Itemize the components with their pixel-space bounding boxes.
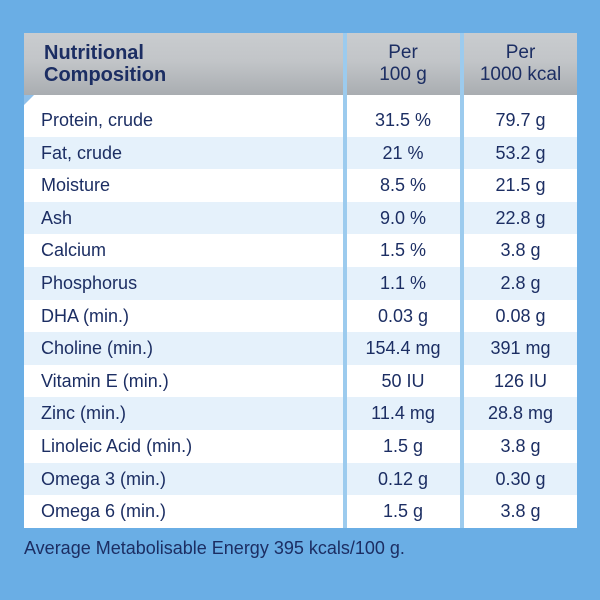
nutrient-name: Omega 6 (min.) [41,501,167,522]
header-col1-line1: Per [388,42,418,63]
header-col2-line2: 1000 kcal [479,64,562,85]
value-per-1000kcal: 3.8 g [500,501,541,522]
header-col2-line1: Per [505,42,536,63]
value-per-100g: 1.5 g [382,501,424,522]
nutrient-name: Phosphorus [41,272,138,293]
value-per-100g: 31.5 % [374,110,432,130]
table-row: Choline (min.) 154.4 mg 391 mg [24,332,577,365]
table-row: Phosphorus 1.1 % 2.8 g [24,266,577,300]
table-row: Ash 9.0 % 22.8 g [24,201,577,235]
nutrient-name: DHA (min.) [41,305,130,326]
value-per-1000kcal: 28.8 mg [487,403,554,424]
table-row: Zinc (min.) 11.4 mg 28.8 mg [24,397,577,430]
nutrient-name: Moisture [41,175,111,196]
value-per-100g: 0.12 g [377,468,429,489]
table-row: Protein, crude 31.5 % 79.7 g [24,104,577,137]
value-per-1000kcal: 0.30 g [495,468,546,489]
value-per-1000kcal: 0.08 g [495,305,546,326]
header-col1-line2: 100 g [379,64,427,85]
nutrient-name: Vitamin E (min.) [41,370,169,391]
value-per-100g: 8.5 % [379,175,427,196]
table-row: Linoleic Acid (min.) 1.5 g 3.8 g [24,430,577,463]
nutrient-name: Fat, crude [41,142,123,163]
value-per-1000kcal: 21.5 g [495,175,546,196]
nutrient-name: Omega 3 (min.) [41,468,167,489]
value-per-1000kcal: 79.7 g [495,110,546,130]
column-divider-2 [460,33,464,528]
nutrient-name: Calcium [41,240,107,261]
value-per-1000kcal: 2.8 g [500,272,541,293]
nutrient-name: Ash [41,207,73,228]
value-per-1000kcal: 22.8 g [495,207,546,228]
corner-notch [24,95,34,105]
table-header: Nutritional Composition Per 100 g Per 10… [24,33,577,95]
nutrient-name: Zinc (min.) [41,403,126,424]
table-row: Moisture 8.5 % 21.5 g [24,169,577,202]
table-row: Fat, crude 21 % 53.2 g [24,136,577,170]
table-body: Protein, crude 31.5 % 79.7 g Fat, crude 21 %… [24,104,577,528]
value-per-100g: 50 IU [381,370,425,391]
header-per-100g: Per 100 g [347,33,459,95]
value-per-100g: 1.5 % [379,240,427,261]
nutrition-table: Nutritional Composition Per 100 g Per 10… [24,33,577,528]
table-row: Omega 6 (min.) 1.5 g 3.8 g [24,495,577,528]
value-per-100g: 1.5 g [382,435,424,456]
header-name-line1: Nutritional [44,42,144,64]
value-per-100g: 9.0 % [379,207,427,228]
nutrient-name: Choline (min.) [41,338,154,359]
header-name-line2: Composition [44,64,167,86]
table-row: Omega 3 (min.) 0.12 g 0.30 g [24,462,577,496]
value-per-1000kcal: 126 IU [493,370,548,391]
header-nutritional-composition: Nutritional Composition [44,33,344,95]
nutrient-name: Protein, crude [41,110,154,130]
value-per-1000kcal: 3.8 g [500,435,541,456]
value-per-1000kcal: 3.8 g [500,240,541,261]
header-per-1000kcal: Per 1000 kcal [464,33,577,95]
value-per-100g: 0.03 g [377,305,429,326]
nutrient-name: Linoleic Acid (min.) [41,435,193,456]
energy-footnote: Average Metabolisable Energy 395 kcals/1… [24,538,405,558]
value-per-100g: 154.4 mg [365,338,441,359]
value-per-1000kcal: 391 mg [490,338,551,359]
table-row: DHA (min.) 0.03 g 0.08 g [24,300,577,333]
table-row: Vitamin E (min.) 50 IU 126 IU [24,365,577,398]
value-per-100g: 11.4 mg [371,403,435,424]
column-divider-1 [343,33,347,528]
table-row: Calcium 1.5 % 3.8 g [24,234,577,267]
value-per-1000kcal: 53.2 g [495,142,546,163]
value-per-100g: 21 % [382,142,424,163]
value-per-100g: 1.1 % [379,272,427,293]
